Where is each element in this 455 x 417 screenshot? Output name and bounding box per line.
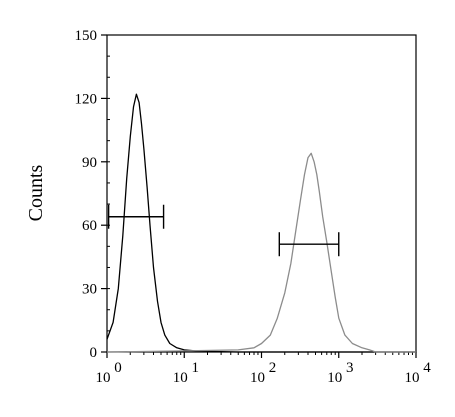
y-tick-label: 150	[75, 28, 98, 44]
plot-frame	[106, 34, 417, 353]
histogram-series-1	[106, 93, 416, 353]
y-axis-ticks: 0 30 60 90 120 150	[75, 28, 110, 361]
x-tick-exponent: 0	[114, 360, 122, 376]
x-tick-label: 10	[405, 370, 420, 386]
x-tick-exponent: 1	[192, 360, 200, 376]
series-layer	[106, 93, 416, 353]
range-marker-1	[107, 204, 165, 229]
x-tick-exponent: 4	[423, 360, 431, 376]
marker-layer	[107, 204, 340, 257]
range-marker-2	[278, 232, 340, 257]
x-tick-label: 10	[327, 370, 342, 386]
x-tick-exponent: 3	[346, 360, 354, 376]
y-tick-label: 120	[75, 91, 98, 107]
y-tick-label: 30	[82, 282, 97, 298]
y-axis-label: Counts	[25, 164, 47, 221]
x-tick-label: 10	[173, 370, 188, 386]
x-tick-label: 10	[250, 370, 265, 386]
x-tick-label: 10	[96, 370, 111, 386]
x-tick-exponent: 2	[269, 360, 277, 376]
y-tick-label: 0	[90, 345, 98, 361]
y-tick-label: 60	[82, 218, 97, 234]
histogram-series-2	[106, 152, 416, 353]
y-tick-label: 90	[82, 155, 97, 171]
